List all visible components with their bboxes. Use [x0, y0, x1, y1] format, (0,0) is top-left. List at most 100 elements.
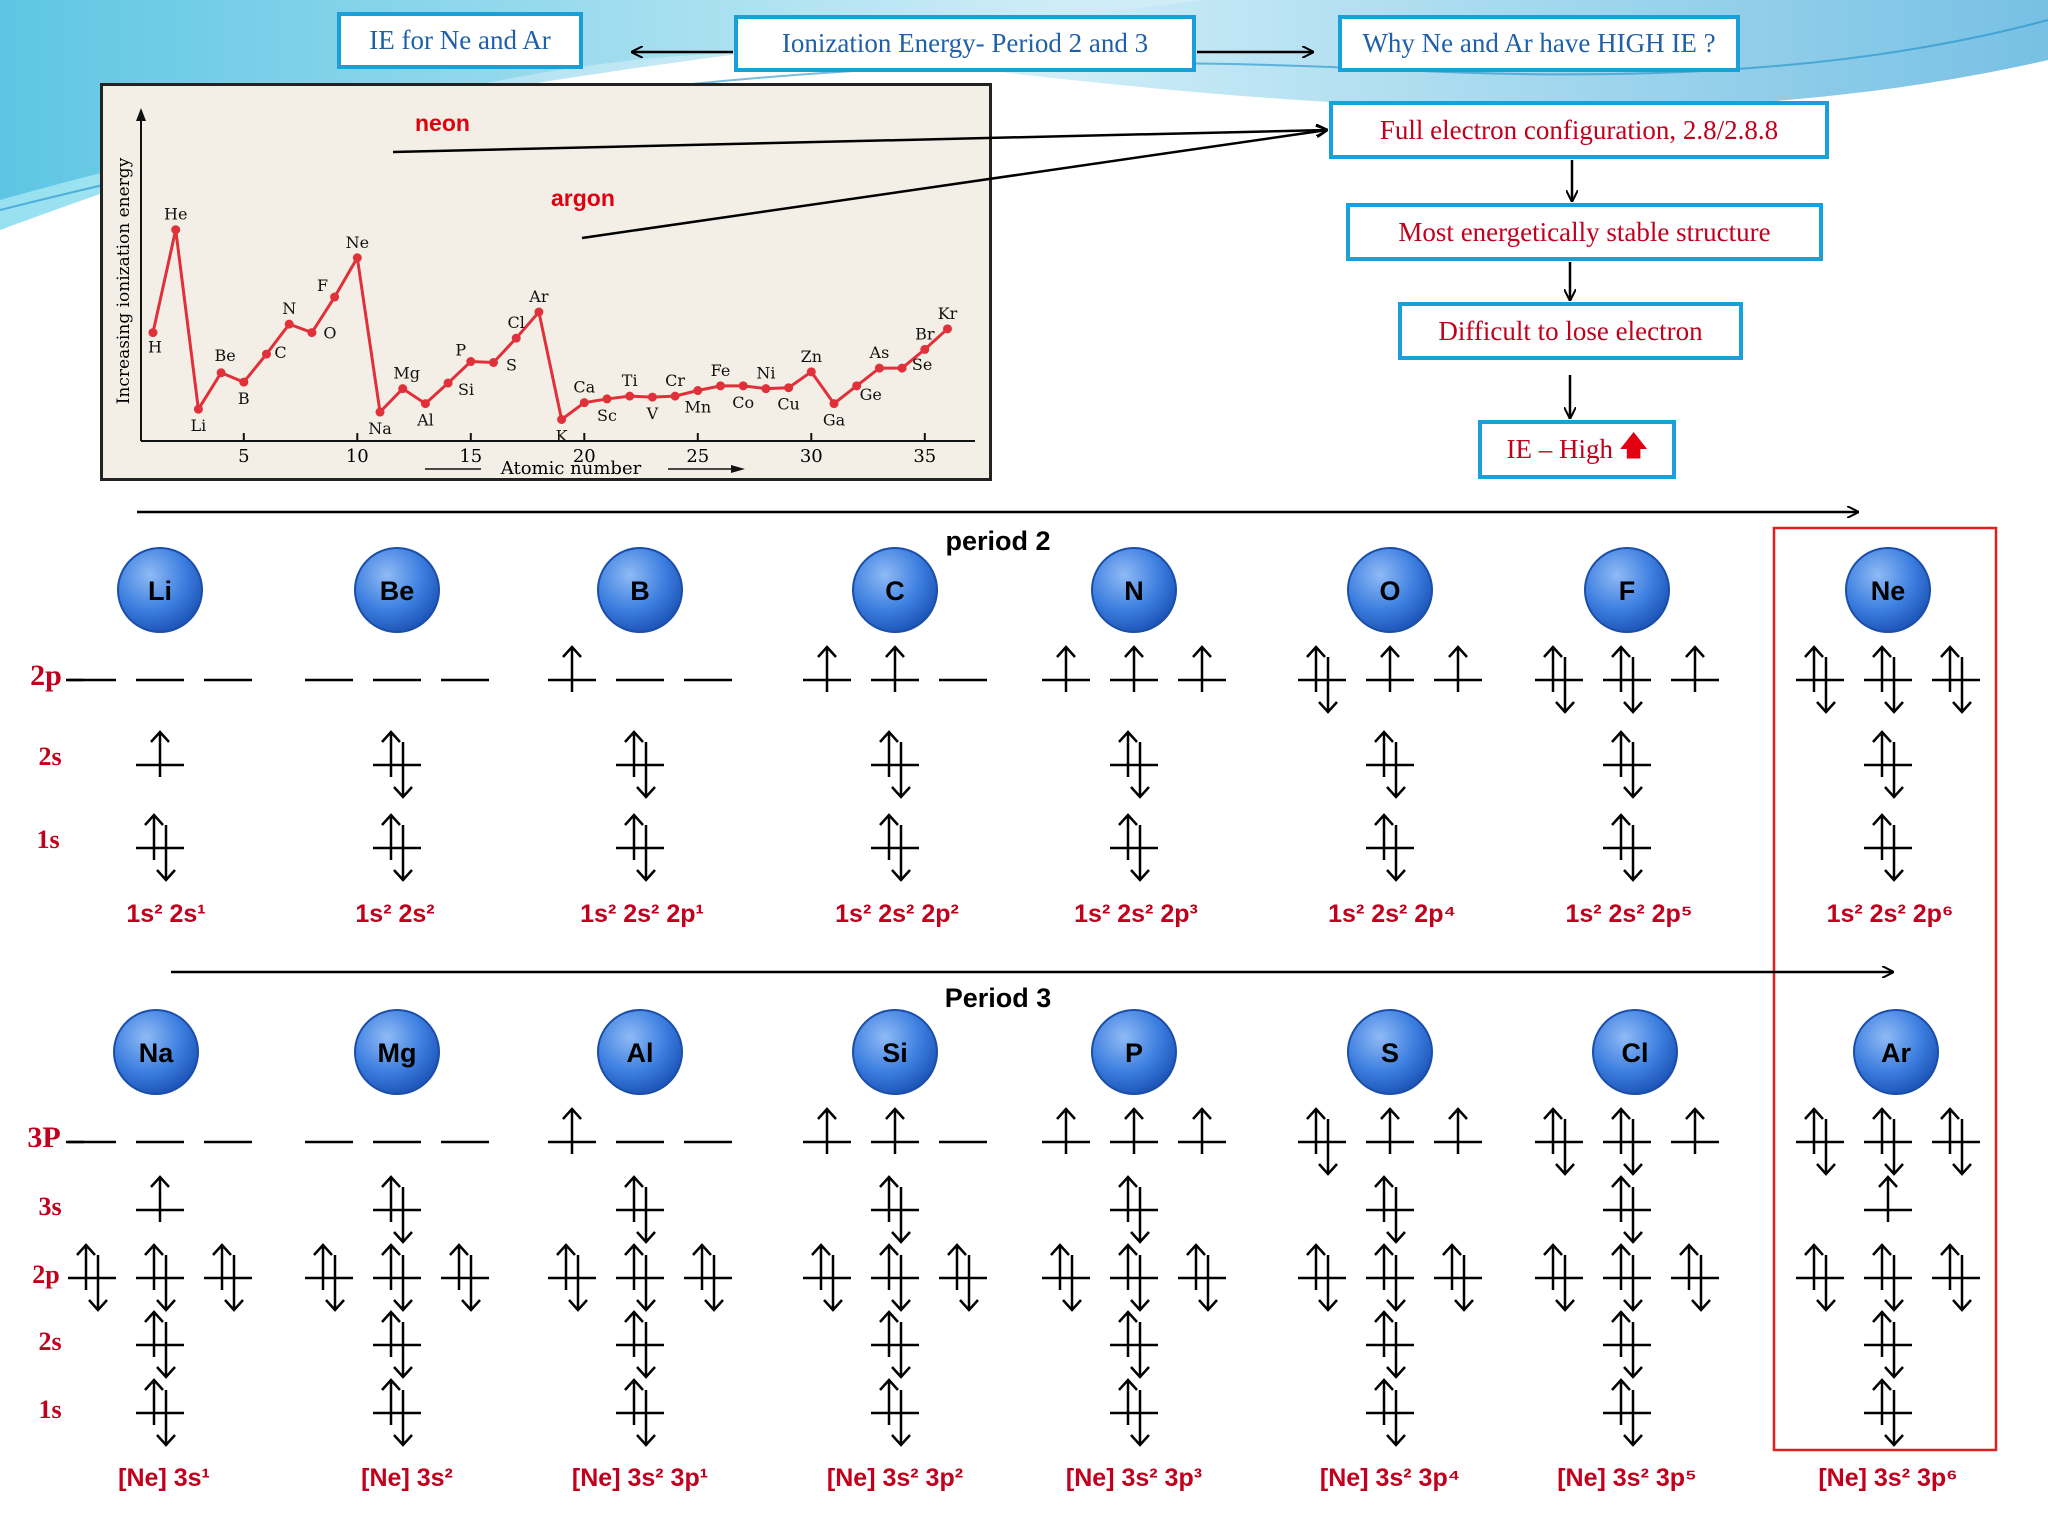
chart-point-Si: [443, 378, 453, 388]
c-1s-up-arrow-icon: [879, 813, 899, 860]
chart-point-label-Be: Be: [214, 346, 235, 365]
mg-2p-1-up-arrow-icon: [313, 1243, 333, 1290]
chart-x-axis-label: Atomic number: [500, 458, 642, 478]
s-2s-down-arrow-icon: [1386, 1322, 1406, 1379]
na-3s-up-arrow-icon: [150, 1175, 170, 1222]
c-2p-1-up-arrow-icon: [817, 645, 837, 692]
p-2p-3-up-arrow-icon: [1186, 1243, 1206, 1290]
atom-f: [1584, 547, 1670, 633]
chart-point-Ne: [352, 253, 362, 263]
config-c: 1s² 2s² 2p²: [835, 900, 959, 928]
na-1s-down-arrow-icon: [156, 1390, 176, 1447]
s-2p-3-up-arrow-icon: [1442, 1243, 1462, 1290]
chart-x-label-arrow: [731, 465, 745, 473]
ie-ne-ar-box: IE for Ne and Ar: [337, 12, 583, 69]
ne-2p-2-down-arrow-icon: [1884, 657, 1904, 714]
cl-2p-2-down-arrow-icon: [1623, 1255, 1643, 1312]
si-3p-1-up-arrow-icon: [817, 1107, 837, 1154]
chart-point-Se: [897, 363, 907, 373]
ar-2p-2-up-arrow-icon: [1872, 1243, 1892, 1290]
ne-1s-down-arrow-icon: [1884, 825, 1904, 882]
atom-label-be: Be: [380, 576, 415, 606]
si-2p-3-up-arrow-icon: [947, 1243, 967, 1290]
chart-point-label-Ni: Ni: [756, 364, 775, 383]
chart-point-label-Br: Br: [915, 324, 935, 343]
atom-label-p: P: [1125, 1038, 1143, 1068]
mg-2p-2-down-arrow-icon: [393, 1255, 413, 1312]
s-3s-up-arrow-icon: [1374, 1175, 1394, 1222]
period2-orbital-label-2p: 2p: [30, 659, 62, 692]
cl-2p-2-up-arrow-icon: [1611, 1243, 1631, 1290]
ar-2s-down-arrow-icon: [1884, 1322, 1904, 1379]
flow-step-2-box: Most energetically stable structure: [1346, 203, 1823, 261]
cl-3p-1-up-arrow-icon: [1543, 1107, 1563, 1154]
li-2s-up-arrow-icon: [150, 730, 170, 777]
config-f: 1s² 2s² 2p⁵: [1565, 900, 1692, 928]
n-2s-up-arrow-icon: [1118, 730, 1138, 777]
na-1s-up-arrow-icon: [144, 1378, 164, 1425]
cl-1s-down-arrow-icon: [1623, 1390, 1643, 1447]
n-2p-1-up-arrow-icon: [1056, 645, 1076, 692]
atom-n: [1091, 547, 1177, 633]
atom-p: [1091, 1009, 1177, 1095]
period3-orbital-label-2s: 2s: [38, 1327, 61, 1356]
chart-point-Fe: [716, 381, 725, 391]
chart-point-As: [874, 363, 884, 373]
al-2p-1-down-arrow-icon: [568, 1255, 588, 1312]
s-2p-3-down-arrow-icon: [1454, 1255, 1474, 1312]
chart-point-label-Si: Si: [458, 380, 474, 399]
p-1s-down-arrow-icon: [1130, 1390, 1150, 1447]
p-3p-1-up-arrow-icon: [1056, 1107, 1076, 1154]
ne-2p-2-up-arrow-icon: [1872, 645, 1892, 692]
p-2p-2-down-arrow-icon: [1130, 1255, 1150, 1312]
mg-3s-up-arrow-icon: [381, 1175, 401, 1222]
ionization-energy-title-box: Ionization Energy- Period 2 and 3: [734, 15, 1196, 72]
chart-point-Br: [920, 344, 930, 354]
cl-2p-3-down-arrow-icon: [1691, 1255, 1711, 1312]
why-high-ie-box: Why Ne and Ar have HIGH IE ?: [1338, 15, 1740, 72]
chart-annotation-neon: neon: [415, 110, 470, 136]
chart-x-tick-label-30: 30: [800, 446, 823, 467]
p-2s-up-arrow-icon: [1118, 1310, 1138, 1357]
chart-point-H: [148, 328, 158, 338]
b-2p-1-up-arrow-icon: [562, 645, 582, 692]
o-1s-down-arrow-icon: [1386, 825, 1406, 882]
si-1s-down-arrow-icon: [891, 1390, 911, 1447]
atom-label-si: Si: [882, 1038, 908, 1068]
s-2p-2-up-arrow-icon: [1374, 1243, 1394, 1290]
atom-label-c: C: [885, 576, 905, 606]
si-2p-1-up-arrow-icon: [811, 1243, 831, 1290]
atom-label-n: N: [1124, 576, 1144, 606]
chart-point-label-Mg: Mg: [393, 364, 420, 383]
f-2p-2-up-arrow-icon: [1611, 645, 1631, 692]
atom-mg: [354, 1009, 440, 1095]
al-2p-2-up-arrow-icon: [624, 1243, 644, 1290]
na-2s-down-arrow-icon: [156, 1322, 176, 1379]
chart-point-Kr: [943, 324, 952, 334]
chart-point-label-Ar: Ar: [528, 287, 549, 306]
chart-x-tick-label-35: 35: [913, 446, 936, 467]
s-1s-down-arrow-icon: [1386, 1390, 1406, 1447]
be-2s-up-arrow-icon: [381, 730, 401, 777]
p-3s-down-arrow-icon: [1130, 1187, 1150, 1244]
s-3p-2-up-arrow-icon: [1380, 1107, 1400, 1154]
chart-point-Ca: [579, 398, 589, 408]
atom-label-b: B: [630, 576, 650, 606]
chart-point-label-Co: Co: [732, 393, 754, 412]
atom-label-cl: Cl: [1622, 1038, 1649, 1068]
atom-be: [354, 547, 440, 633]
chart-y-axis-label: Increasing ionization energy: [114, 157, 134, 404]
chart-point-Ge: [852, 381, 862, 391]
chart-point-N: [284, 319, 294, 329]
li-1s-up-arrow-icon: [144, 813, 164, 860]
b-2s-down-arrow-icon: [636, 742, 656, 799]
ar-3p-3-up-arrow-icon: [1940, 1107, 1960, 1154]
chart-y-axis-arrow: [136, 108, 146, 121]
chart-point-S: [489, 357, 498, 367]
s-2p-2-down-arrow-icon: [1386, 1255, 1406, 1312]
p-3s-up-arrow-icon: [1118, 1175, 1138, 1222]
ne-2s-up-arrow-icon: [1872, 730, 1892, 777]
o-2p-2-up-arrow-icon: [1380, 645, 1400, 692]
chart-x-tick-label-5: 5: [238, 446, 249, 467]
cl-3p-3-up-arrow-icon: [1685, 1107, 1705, 1154]
